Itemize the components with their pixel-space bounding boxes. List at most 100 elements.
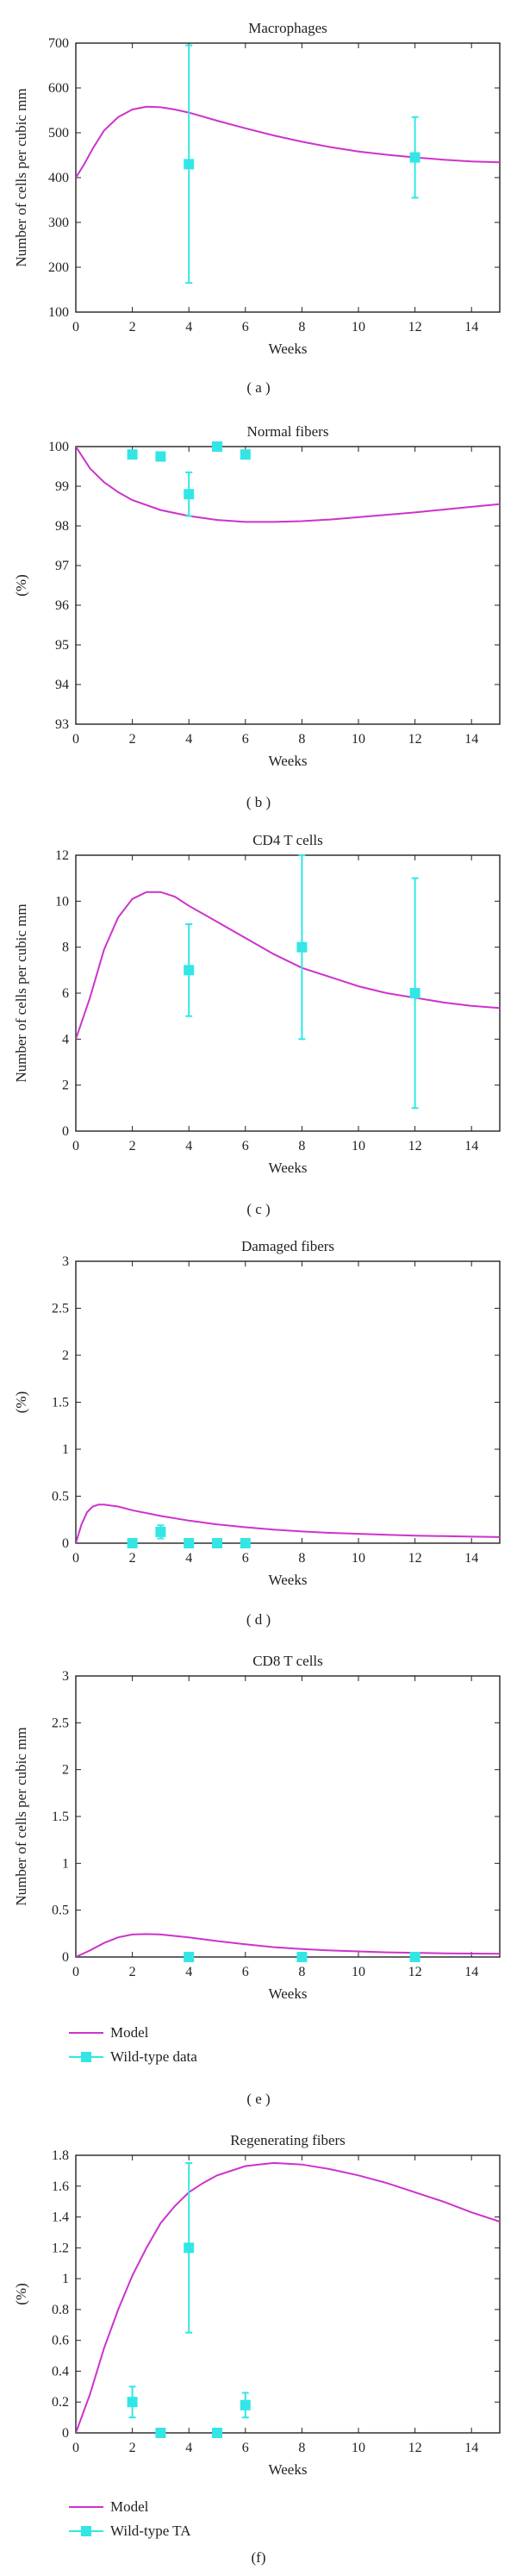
- data-point: [127, 2397, 138, 2408]
- y-tick-label: 700: [48, 36, 69, 51]
- y-tick-label: 1.4: [52, 2210, 69, 2225]
- y-tick-label: 0: [62, 1536, 69, 1551]
- y-tick-label: 2.5: [52, 1716, 69, 1730]
- y-tick-label: 1.2: [52, 2241, 69, 2255]
- x-tick-label: 14: [464, 1139, 478, 1154]
- x-tick-label: 12: [408, 1139, 422, 1154]
- chart-title: Macrophages: [248, 20, 327, 36]
- x-tick-label: 4: [185, 1965, 192, 1979]
- x-tick-label: 4: [185, 1551, 192, 1566]
- y-tick-label: 0: [62, 1124, 69, 1139]
- y-axis-label: (%): [13, 2283, 29, 2304]
- chart-title: Normal fibers: [247, 423, 329, 440]
- model-curve: [76, 2161, 500, 2433]
- y-tick-label: 93: [55, 717, 69, 732]
- x-tick-label: 10: [352, 732, 365, 747]
- x-tick-label: 8: [298, 1551, 305, 1566]
- x-tick-label: 14: [464, 1965, 478, 1979]
- x-tick-label: 14: [464, 2441, 478, 2455]
- chart-title: Damaged fibers: [241, 1238, 334, 1254]
- y-tick-label: 100: [48, 440, 69, 454]
- y-tick-label: 2.5: [52, 1302, 69, 1316]
- x-tick-label: 8: [298, 2441, 305, 2455]
- model-curve: [76, 105, 500, 178]
- data-point: [296, 941, 308, 953]
- x-tick-label: 10: [352, 1551, 365, 1566]
- chart-panel: Damaged fibers 0 2 4 6 8 10 12 14 0 0.5 1 1.5 2 2.5 3 We…: [13, 1238, 501, 1628]
- x-axis-label: Weeks: [269, 1572, 308, 1588]
- x-tick-label: 12: [408, 2441, 422, 2455]
- data-point: [127, 1538, 138, 1548]
- x-axis-label: Weeks: [269, 2461, 308, 2478]
- x-tick-label: 0: [72, 1139, 79, 1154]
- y-tick-label: 2: [62, 1079, 69, 1093]
- y-tick-label: 1.6: [52, 2179, 69, 2194]
- panel-label: ( b ): [246, 794, 271, 810]
- panel-label: ( e ): [246, 2091, 270, 2107]
- legend-data-label: Wild-type TA: [110, 2523, 191, 2539]
- x-tick-label: 14: [464, 732, 478, 747]
- y-axis-label: Number of cells per cubic mm: [13, 1727, 29, 1905]
- y-tick-label: 99: [55, 479, 69, 494]
- model-curve: [76, 447, 500, 523]
- x-tick-label: 6: [242, 732, 249, 747]
- legend-data-marker: [81, 2526, 91, 2536]
- x-axis-label: Weeks: [269, 1160, 308, 1176]
- data-point: [184, 1538, 195, 1548]
- x-tick-label: 12: [408, 320, 422, 335]
- x-tick-label: 0: [72, 1965, 79, 1979]
- data-point: [155, 2428, 166, 2438]
- data-point: [409, 152, 420, 163]
- y-tick-label: 0: [62, 2426, 69, 2441]
- y-tick-label: 1.5: [52, 1396, 69, 1410]
- x-tick-label: 8: [298, 1139, 305, 1154]
- y-tick-label: 100: [48, 305, 69, 320]
- x-tick-label: 10: [352, 2441, 365, 2455]
- chart-panel: CD8 T cells 0 2 4 6 8 10 12 14 0 0.5 1 1.5 2 2.5 3 Weeks…: [13, 1653, 501, 2107]
- panel-label: (f): [252, 2549, 266, 2566]
- data-point: [155, 451, 166, 462]
- y-tick-label: 0.5: [52, 1490, 69, 1504]
- data-point: [127, 449, 138, 460]
- legend-data-label: Wild-type data: [110, 2048, 197, 2065]
- chart-panel: Macrophages 0 2 4 6 8 10 12 14 100 200 300 400 500 600…: [13, 20, 501, 396]
- y-tick-label: 12: [55, 848, 69, 863]
- y-tick-label: 0.2: [52, 2395, 69, 2410]
- y-axis-label: Number of cells per cubic mm: [13, 903, 29, 1082]
- data-point: [212, 2428, 222, 2438]
- y-tick-label: 400: [48, 171, 69, 185]
- data-point: [184, 489, 195, 500]
- y-tick-label: 2: [62, 1763, 69, 1778]
- data-point: [240, 1538, 251, 1548]
- chart-title: CD4 T cells: [252, 832, 323, 848]
- data-point: [212, 1538, 222, 1548]
- chart-panel: Normal fibers 0 2 4 6 8 10 12 14 93 94 95 96 97 98 99 10…: [13, 423, 501, 810]
- model-curve: [76, 891, 500, 1040]
- data-point: [155, 1526, 166, 1537]
- data-point: [296, 1952, 308, 1962]
- y-tick-label: 94: [55, 678, 69, 692]
- x-tick-label: 10: [352, 1139, 365, 1154]
- chart-title: Regenerating fibers: [230, 2132, 346, 2148]
- y-tick-label: 2: [62, 1348, 69, 1363]
- data-point: [409, 1952, 420, 1962]
- x-tick-label: 8: [298, 1965, 305, 1979]
- legend-data-marker: [81, 2052, 91, 2062]
- y-tick-label: 97: [55, 559, 69, 573]
- data-point: [212, 441, 222, 452]
- data-point: [184, 159, 195, 170]
- x-tick-label: 4: [185, 2441, 192, 2455]
- x-axis-label: Weeks: [269, 341, 308, 357]
- y-tick-label: 95: [55, 638, 69, 653]
- x-tick-label: 10: [352, 1965, 365, 1979]
- plot-frame: [75, 854, 501, 1132]
- y-tick-label: 98: [55, 519, 69, 534]
- x-tick-label: 4: [185, 320, 192, 335]
- panel-label: ( d ): [246, 1611, 271, 1628]
- y-tick-label: 0.6: [52, 2334, 69, 2348]
- y-tick-label: 600: [48, 81, 69, 96]
- y-tick-label: 3: [62, 1254, 69, 1269]
- model-curve: [76, 1933, 500, 1957]
- plot-frame: [75, 1260, 501, 1544]
- legend-model-label: Model: [110, 2024, 149, 2041]
